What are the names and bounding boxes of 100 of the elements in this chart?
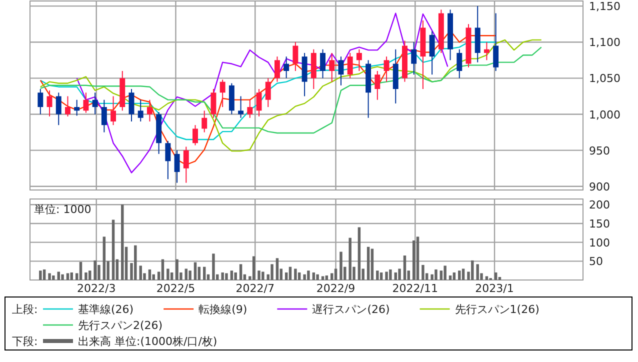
bar <box>57 272 60 280</box>
bar <box>458 270 461 280</box>
bar <box>234 272 237 280</box>
candlestick <box>183 146 189 184</box>
candlestick <box>493 12 499 72</box>
candlestick <box>74 99 80 116</box>
bar <box>444 266 446 280</box>
candlestick <box>83 92 89 114</box>
bar <box>258 270 260 280</box>
candlestick <box>110 96 116 126</box>
bar <box>348 238 352 280</box>
bar <box>262 272 264 280</box>
bar <box>288 266 292 280</box>
bar <box>221 272 224 280</box>
y-tick-label: 900 <box>589 180 610 194</box>
bar <box>134 245 137 280</box>
bar <box>270 264 274 280</box>
bar <box>494 272 498 280</box>
bar <box>307 270 310 280</box>
candlestick <box>247 99 253 118</box>
candlestick <box>338 56 344 86</box>
bar <box>452 272 456 280</box>
annotation: 単位: 1000 <box>34 203 92 216</box>
x-tick-label: 2023/1 <box>475 282 514 295</box>
candlestick <box>202 110 208 133</box>
bar <box>94 260 96 280</box>
bar <box>422 264 424 280</box>
bar <box>312 272 316 280</box>
candlestick <box>46 90 52 117</box>
legend-label: 先行スパン1(26) <box>454 303 540 316</box>
candlestick <box>484 42 490 61</box>
bar <box>370 248 374 280</box>
bar <box>166 268 170 280</box>
candlestick <box>456 48 462 79</box>
bar <box>403 256 406 280</box>
bar <box>84 272 88 280</box>
candlestick <box>138 99 144 122</box>
bar <box>334 268 338 280</box>
y-tick-label: 50 <box>589 255 603 268</box>
y-tick-label: 1,150 <box>589 0 620 14</box>
bar <box>79 262 82 280</box>
bar <box>462 268 465 280</box>
line-series <box>76 12 448 174</box>
bar <box>380 272 383 280</box>
bar <box>471 260 474 280</box>
candlestick <box>128 88 134 122</box>
bar <box>61 274 64 280</box>
candlestick <box>284 56 290 79</box>
y-tick-label: 150 <box>589 217 610 230</box>
bar <box>188 270 192 280</box>
y-tick-label: 950 <box>589 144 610 158</box>
bar <box>212 254 215 280</box>
legend-label: 転換線(9) <box>198 303 248 316</box>
bar <box>139 266 142 280</box>
bar <box>48 273 51 280</box>
bar <box>394 272 397 280</box>
bar <box>252 256 256 280</box>
legend-label: 先行スパン2(26) <box>78 319 163 332</box>
candlestick <box>356 48 362 72</box>
bar <box>340 252 342 280</box>
candlestick <box>165 140 171 180</box>
candlestick <box>292 42 298 72</box>
x-tick-label: 2022/9 <box>316 282 356 295</box>
bar <box>412 240 416 280</box>
bar <box>121 204 124 280</box>
bar <box>416 236 420 280</box>
candlestick <box>210 88 216 118</box>
candlestick <box>265 78 271 108</box>
candlestick <box>274 56 280 82</box>
y-tick-label: 1,100 <box>589 36 620 50</box>
candlestick <box>320 48 326 79</box>
bar <box>170 272 174 280</box>
y-tick-label: 200 <box>589 198 610 212</box>
candlestick <box>92 92 98 115</box>
bar <box>321 276 324 280</box>
line-series <box>40 39 542 152</box>
candlestick <box>220 79 226 108</box>
bar <box>225 273 228 280</box>
bar <box>303 274 306 280</box>
candlestick <box>256 88 262 117</box>
bar <box>230 270 234 280</box>
bar <box>98 264 100 280</box>
bar <box>366 246 370 280</box>
bar <box>239 264 242 280</box>
candlestick <box>146 99 152 122</box>
bar <box>66 273 70 280</box>
bar <box>42 269 46 280</box>
y-tick-label: 1,000 <box>589 108 620 122</box>
bar <box>434 269 438 280</box>
bar <box>376 270 379 280</box>
bar <box>294 268 297 280</box>
candlestick <box>429 30 435 76</box>
bar <box>485 276 488 280</box>
bar <box>176 259 178 280</box>
bar <box>358 227 361 280</box>
bar <box>448 275 452 280</box>
bar <box>276 258 279 280</box>
bar <box>385 272 388 280</box>
legend-label: 基準線(26) <box>78 303 134 316</box>
bar <box>298 272 301 280</box>
